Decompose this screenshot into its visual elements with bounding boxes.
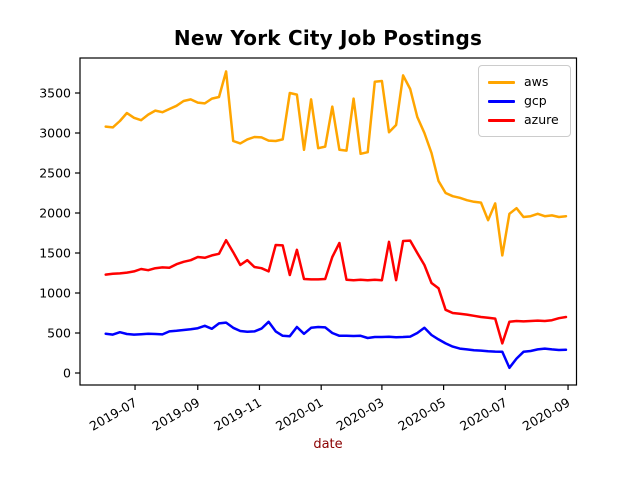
chart-title: New York City Job Postings [173,26,483,50]
x-tick-label: 2020-01 [273,395,326,434]
aws-line-swatch [488,80,515,84]
legend-item-aws: aws [488,73,561,91]
x-tick-label: 2020-07 [457,395,510,434]
gcp-line [104,320,568,370]
azure-line [104,238,568,345]
x-tick-label: 2019-09 [150,395,203,434]
y-tick-label: 1500 [39,246,71,261]
x-tick-label: 2019-11 [211,395,264,434]
legend-item-azure: azure [488,111,561,129]
x-tick-label: 2019-07 [87,395,140,434]
legend: aws gcp azure [478,65,571,137]
y-tick-label: 2000 [39,206,71,221]
y-tick-label: 0 [63,366,71,381]
x-tick-label: 2020-05 [395,395,448,434]
x-axis-label: date [313,437,343,452]
y-tick-label: 3500 [39,86,71,101]
aws-line [104,70,568,257]
legend-item-gcp: gcp [488,92,561,110]
legend-label-gcp: gcp [524,93,547,108]
x-tick-label: 2020-03 [334,395,387,434]
y-tick-label: 500 [47,326,71,341]
y-tick-label: 1000 [39,286,71,301]
y-tick-label: 2500 [39,166,71,181]
plot-frame [79,57,578,386]
azure-line-swatch [488,118,515,122]
x-tick-label: 2020-09 [520,395,573,434]
legend-label-aws: aws [524,74,549,89]
gcp-line-swatch [488,99,515,103]
y-tick-label: 3000 [39,126,71,141]
legend-label-azure: azure [524,112,559,127]
